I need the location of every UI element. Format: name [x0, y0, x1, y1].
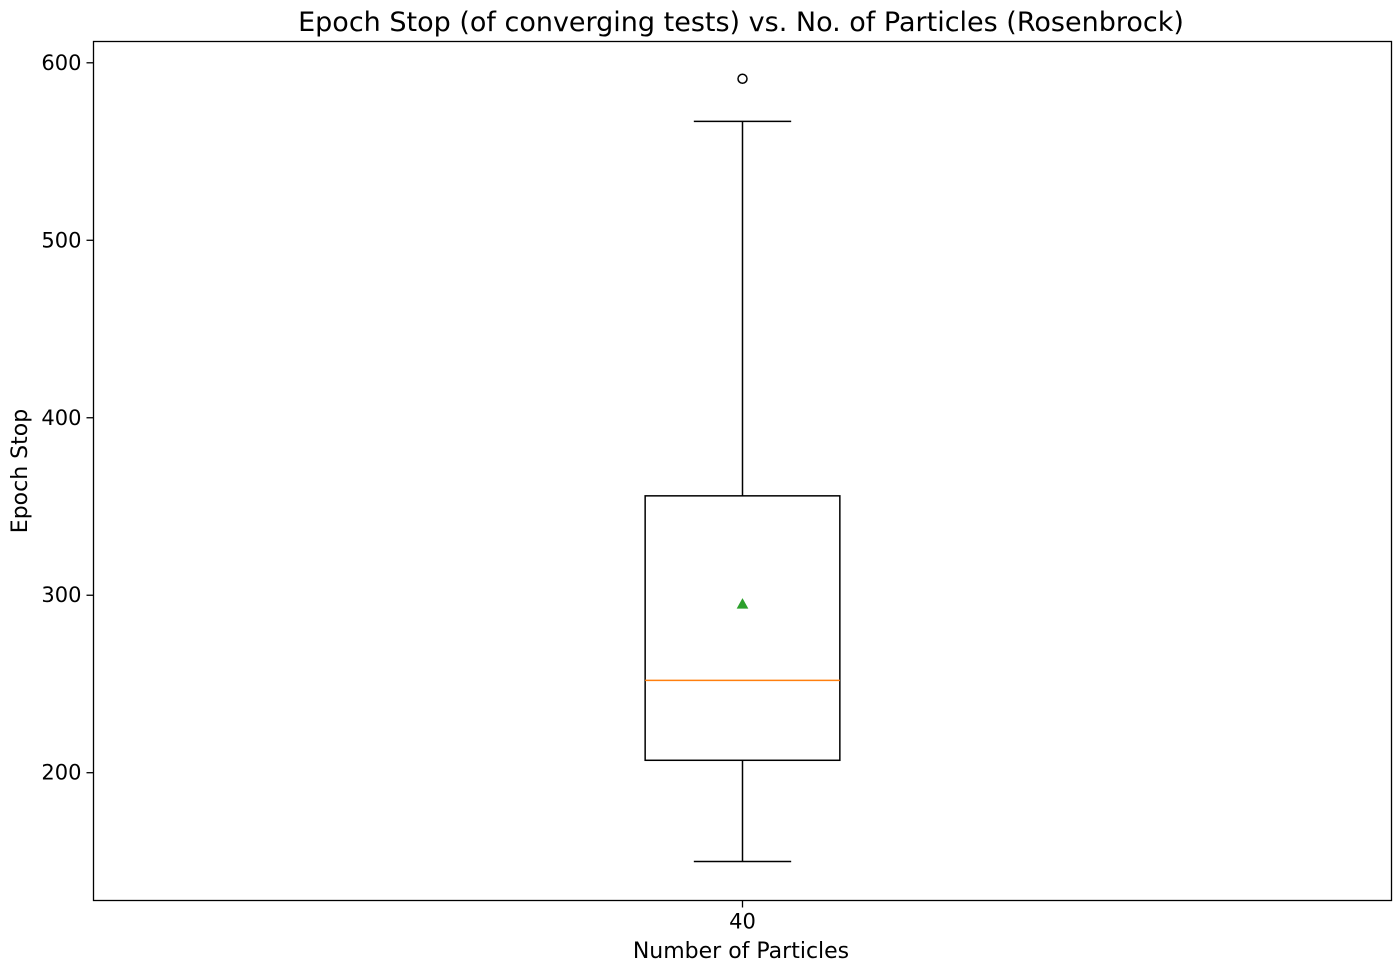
mean-marker	[736, 598, 749, 609]
x-tick-label: 40	[729, 910, 756, 934]
x-axis: 40	[729, 900, 756, 934]
y-tick-label: 400	[41, 406, 81, 430]
box-iqr	[644, 495, 841, 762]
y-tick-label: 500	[41, 228, 81, 252]
box-plot-series	[644, 73, 841, 863]
x-axis-label: Number of Particles	[633, 939, 849, 964]
chart-title: Epoch Stop (of converging tests) vs. No.…	[298, 7, 1184, 38]
y-tick-label: 300	[41, 583, 81, 607]
y-axis-label: Epoch Stop	[8, 409, 33, 533]
outlier-point	[737, 73, 748, 85]
y-axis: 200 300 400 500 600	[41, 51, 94, 785]
y-tick-label: 600	[41, 51, 81, 75]
y-tick-label: 200	[41, 761, 81, 785]
